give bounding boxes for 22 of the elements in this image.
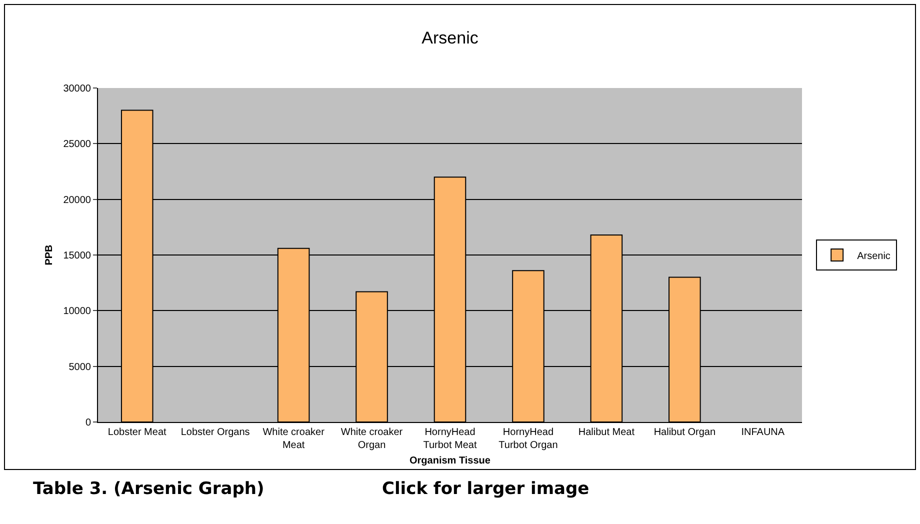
chart-title: Arsenic: [422, 28, 479, 48]
x-axis-title: Organism Tissue: [410, 456, 491, 466]
y-tick-label: 15000: [63, 250, 92, 262]
y-tick-label: 25000: [63, 139, 92, 150]
y-axis-title: PPB: [44, 244, 56, 266]
x-tick-label: White croaker Organ: [340, 427, 404, 451]
caption: Table 3. (Arsenic Graph): [33, 479, 264, 499]
legend-label: Arsenic: [857, 250, 890, 262]
x-tick-label: HornyHead Turbot Organ: [498, 427, 558, 451]
x-tick-label: White croaker Meat: [262, 427, 326, 451]
y-tick-label: 20000: [63, 194, 92, 206]
y-tick-label: 5000: [68, 362, 92, 373]
text: Click for larger image: [382, 479, 590, 499]
y-tick-label: 10000: [63, 306, 92, 318]
x-tick-label: Lobster Meat: [108, 427, 167, 438]
x-tick-label: Halibut Organ: [654, 427, 716, 438]
y-tick-label: 0: [85, 418, 92, 428]
x-tick-label: Lobster Organs: [180, 427, 250, 438]
x-tick-label: Halibut Meat: [578, 427, 635, 438]
x-tick-label: INFAUNA: [741, 427, 785, 438]
x-tick-label: HornyHead Turbot Meat: [423, 427, 477, 451]
y-tick-label: 30000: [63, 84, 92, 94]
